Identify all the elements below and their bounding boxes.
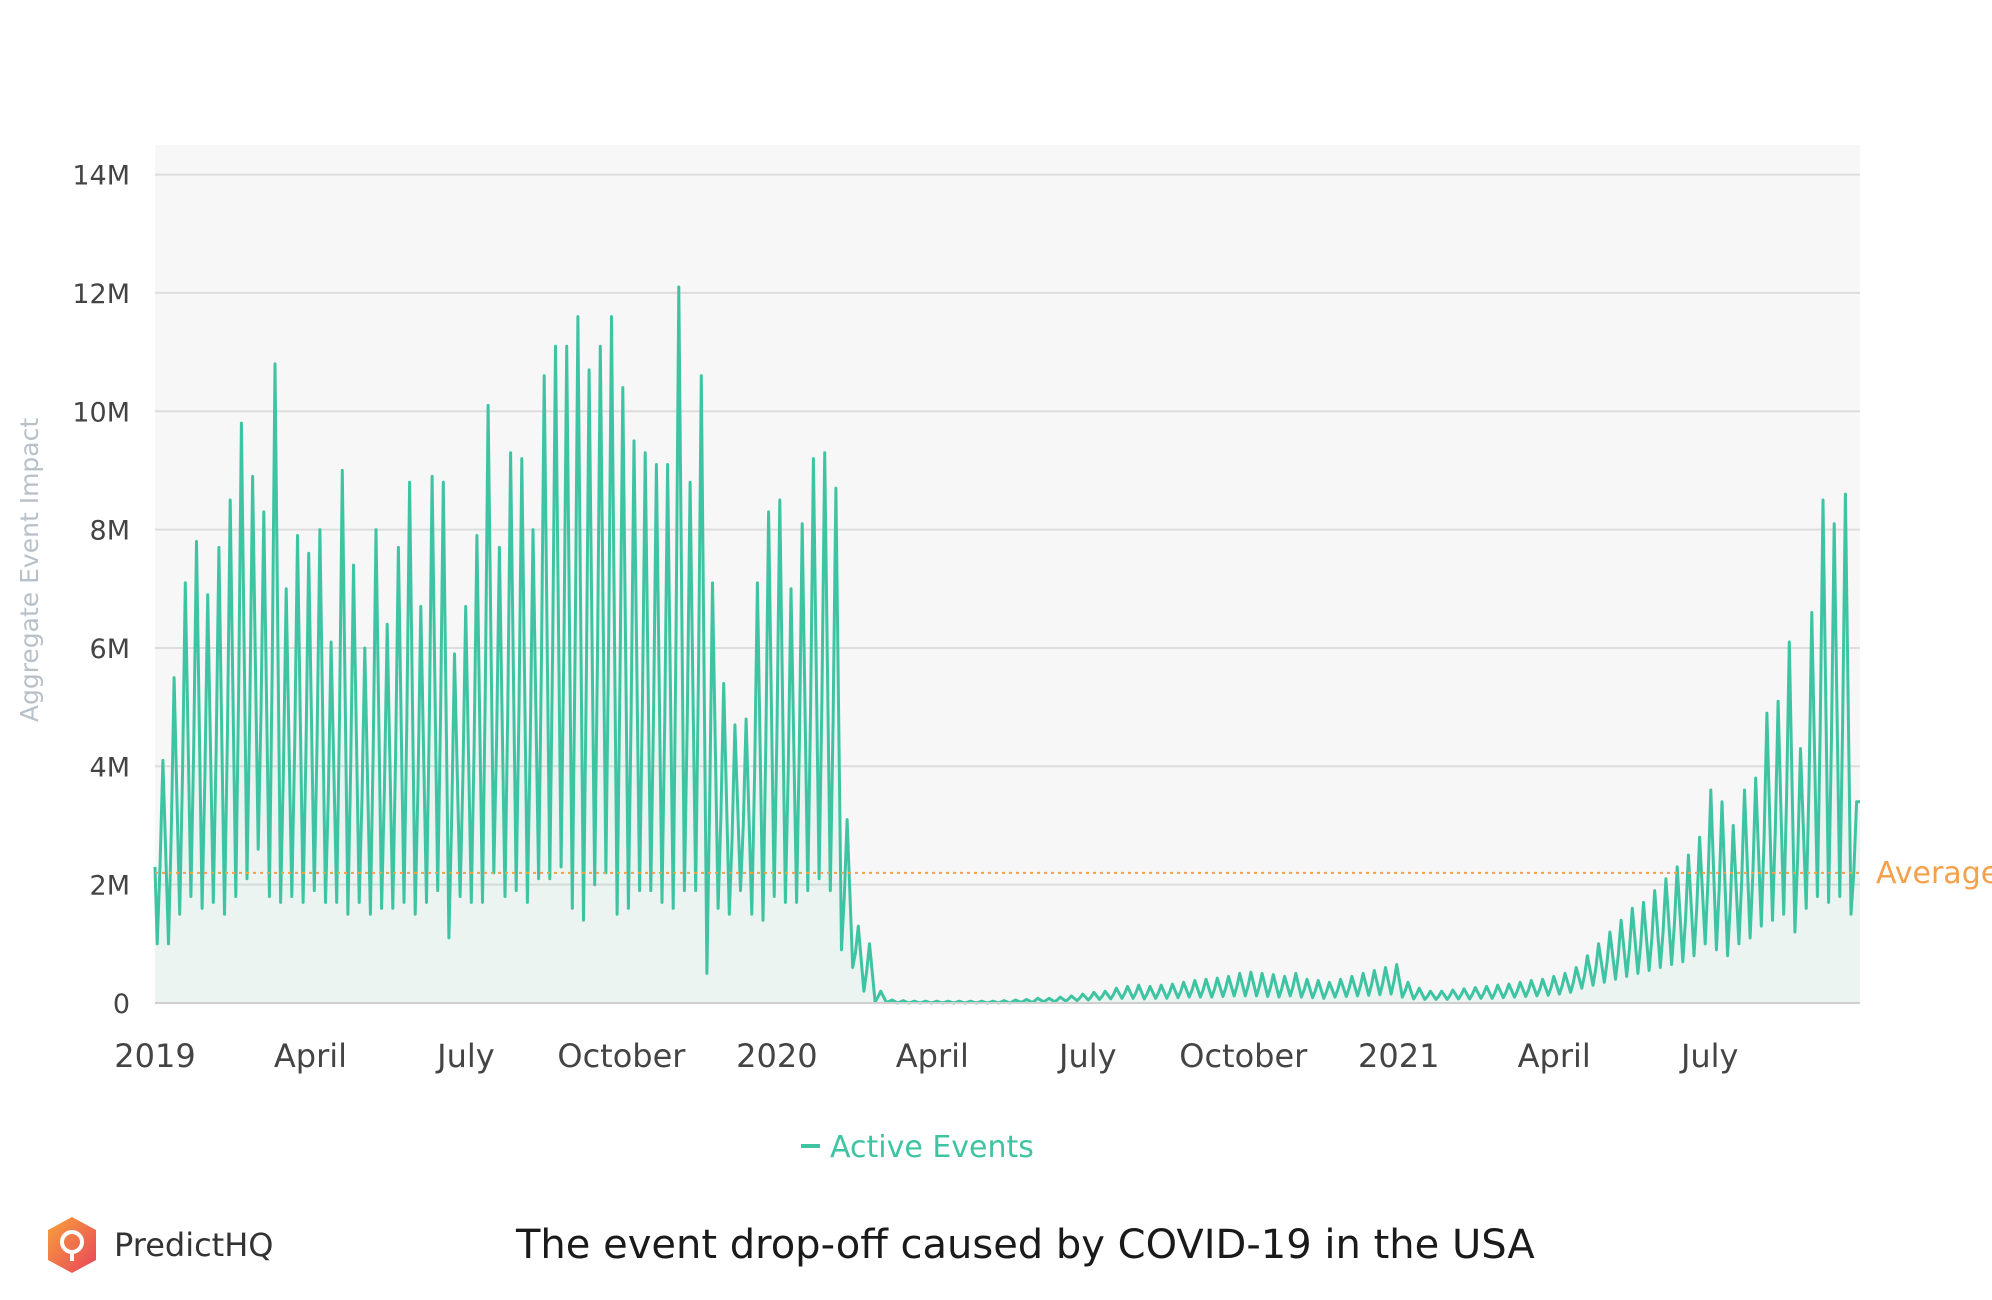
y-tick-label: 0 (113, 989, 130, 1020)
brand-name: PredictHQ (114, 1226, 274, 1264)
caption: The event drop-off caused by COVID-19 in… (516, 1222, 1535, 1268)
x-tick-label: April (1518, 1037, 1591, 1075)
y-tick-label: 6M (90, 634, 130, 665)
x-tick-label: 2019 (114, 1037, 195, 1075)
y-tick-label: 4M (90, 752, 130, 783)
x-tick-label: 2020 (736, 1037, 817, 1075)
x-tick-label: July (435, 1037, 495, 1075)
y-tick-label: 12M (72, 279, 130, 310)
y-axis-ticks: 0 2M 4M 6M 8M 10M 12M 14M (72, 161, 130, 1020)
x-tick-label: April (896, 1037, 969, 1075)
x-tick-label: July (1679, 1037, 1739, 1075)
y-tick-label: 2M (90, 871, 130, 902)
x-tick-label: July (1057, 1037, 1117, 1075)
legend-label-active-events[interactable]: Active Events (830, 1130, 1034, 1165)
predicthq-logo-icon (48, 1217, 96, 1273)
average-label: Average (1876, 856, 1992, 891)
y-tick-label: 14M (72, 161, 130, 192)
x-tick-label: October (557, 1037, 686, 1075)
y-tick-label: 8M (90, 516, 130, 547)
y-axis-label: Aggregate Event Impact (15, 418, 44, 722)
y-tick-label: 10M (72, 397, 130, 428)
x-axis-ticks: 2019 April July October 2020 April July October… (114, 1037, 1738, 1075)
x-tick-label: April (274, 1037, 347, 1075)
legend[interactable]: Active Events (801, 1130, 1034, 1165)
x-tick-label: October (1179, 1037, 1308, 1075)
x-tick-label: 2021 (1358, 1037, 1439, 1075)
brand: PredictHQ (44, 1215, 273, 1275)
series-line-active-events (153, 285, 1860, 1005)
